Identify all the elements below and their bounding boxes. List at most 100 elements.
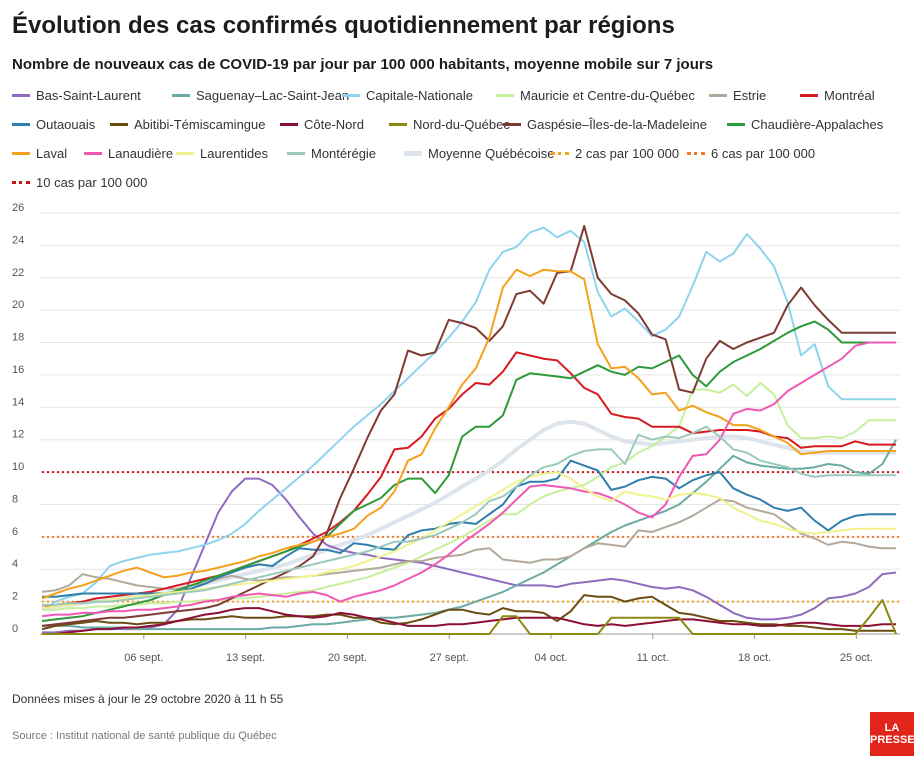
y-tick-label: 16: [12, 364, 24, 376]
series-lines: [41, 225, 897, 635]
x-tick-label: 18 oct.: [738, 652, 771, 664]
legend-item: Lanaudière: [84, 146, 173, 161]
legend-label: Laurentides: [200, 146, 268, 161]
legend-swatch: [503, 123, 521, 126]
y-tick-label: 0: [12, 623, 18, 635]
series-line: [42, 599, 897, 635]
series-line: [41, 225, 896, 627]
x-tick-label: 11 oct.: [637, 652, 669, 664]
y-tick-label: 14: [12, 396, 24, 408]
series-line: [41, 471, 896, 610]
legend-label: 2 cas par 100 000: [575, 146, 680, 161]
x-tick-label: 04 oct.: [534, 652, 567, 664]
legend-swatch: [12, 123, 30, 126]
series-line: [41, 268, 896, 600]
legend-item: Montréal: [800, 88, 875, 103]
y-tick-label: 20: [12, 299, 24, 311]
series-line: [41, 419, 896, 611]
x-tick-label: 20 sept.: [328, 652, 367, 664]
legend-item: Nord-du-Québec: [389, 117, 510, 132]
legend-label: 10 cas par 100 000: [36, 175, 148, 190]
legend-item: Laurentides: [176, 146, 268, 161]
legend-swatch: [176, 152, 194, 155]
legend-item: Gaspésie–Îles-de-la-Madeleine: [503, 117, 707, 132]
legend-item: Montérégie: [287, 146, 376, 161]
legend-label: Moyenne Québécoise: [428, 146, 555, 161]
y-tick-label: 12: [12, 429, 24, 441]
grid-lines: [40, 212, 900, 635]
legend-item: Abitibi-Témiscamingue: [110, 117, 266, 132]
legend-item: Côte-Nord: [280, 117, 364, 132]
legend-label: Abitibi-Témiscamingue: [134, 117, 266, 132]
legend-swatch: [551, 152, 569, 155]
series-line: [41, 498, 896, 593]
legend-swatch: [110, 123, 128, 126]
legend-swatch: [687, 152, 705, 155]
legend-item: Chaudière-Appalaches: [727, 117, 883, 132]
legend-swatch: [172, 94, 190, 97]
x-axis-ticks: 06 sept. 13 sept. 20 sept. 27 sept. 04 oct. 1…: [124, 634, 873, 664]
legend-label: Bas-Saint-Laurent: [36, 88, 141, 103]
legend-swatch: [287, 152, 305, 155]
legend-label: Outaouais: [36, 117, 96, 132]
legend-label: Laval: [36, 146, 68, 161]
series-line: [42, 477, 897, 634]
y-tick-label: 26: [12, 202, 24, 214]
series-line: [41, 226, 896, 611]
legend-label: Mauricie et Centre-du-Québec: [520, 88, 695, 103]
chart-subtitle: Nombre de nouveaux cas de COVID-19 par j…: [12, 56, 714, 73]
series-line: [41, 320, 896, 622]
legend-item: 6 cas par 100 000: [687, 146, 815, 161]
legend-label: Saguenay–Lac-Saint-Jean: [196, 88, 350, 103]
y-tick-label: 18: [12, 332, 24, 344]
legend-item: 2 cas par 100 000: [551, 146, 679, 161]
x-tick-label: 13 sept.: [226, 652, 265, 664]
source-note: Source : Institut national de santé publ…: [12, 730, 277, 742]
reference-lines: [42, 471, 900, 603]
legend-swatch: [404, 151, 422, 156]
legend-item: Bas-Saint-Laurent: [12, 88, 141, 103]
legend-label: Nord-du-Québec: [413, 117, 510, 132]
legend-label: Chaudière-Appalaches: [751, 117, 884, 132]
legend-swatch: [800, 94, 818, 97]
y-tick-label: 4: [12, 558, 18, 570]
logo-line-2: PRESSE: [870, 734, 915, 746]
y-tick-label: 10: [12, 461, 24, 473]
series-line: [42, 607, 896, 635]
series-line: [41, 341, 896, 618]
y-tick-label: 2: [12, 591, 18, 603]
y-tick-label: 6: [12, 526, 18, 538]
y-tick-label: 8: [12, 493, 18, 505]
legend-label: 6 cas par 100 000: [711, 146, 816, 161]
legend-label: Côte-Nord: [304, 117, 364, 132]
legend-swatch: [342, 94, 360, 97]
legend-label: Capitale-Nationale: [366, 88, 473, 103]
x-tick-label: 06 sept.: [124, 652, 163, 664]
legend-item: Saguenay–Lac-Saint-Jean: [172, 88, 349, 103]
series-line: [42, 425, 896, 606]
legend-swatch: [389, 123, 407, 126]
series-line: [42, 382, 896, 611]
legend-item: Estrie: [709, 88, 766, 103]
legend-swatch: [280, 123, 298, 126]
series-line: [41, 351, 896, 610]
legend-item: Capitale-Nationale: [342, 88, 473, 103]
y-tick-label: 24: [12, 234, 24, 246]
legend-swatch: [727, 123, 745, 126]
legend-item: Laval: [12, 146, 67, 161]
legend-swatch: [12, 152, 30, 155]
legend-item: Mauricie et Centre-du-Québec: [496, 88, 695, 103]
logo-line-1: LA: [884, 722, 900, 734]
legend-label: Estrie: [733, 88, 767, 103]
series-line: [42, 439, 897, 631]
update-note: Données mises à jour le 29 octobre 2020 …: [12, 692, 284, 706]
la-presse-logo: LA PRESSE: [870, 712, 915, 756]
legend-label: Lanaudière: [108, 146, 174, 161]
legend-label: Gaspésie–Îles-de-la-Madeleine: [527, 117, 707, 132]
legend-item: 10 cas par 100 000: [12, 175, 147, 190]
chart-title: Évolution des cas confirmés quotidiennem…: [12, 12, 675, 39]
legend-item: Outaouais: [12, 117, 95, 132]
x-tick-label: 25 oct.: [840, 652, 873, 664]
